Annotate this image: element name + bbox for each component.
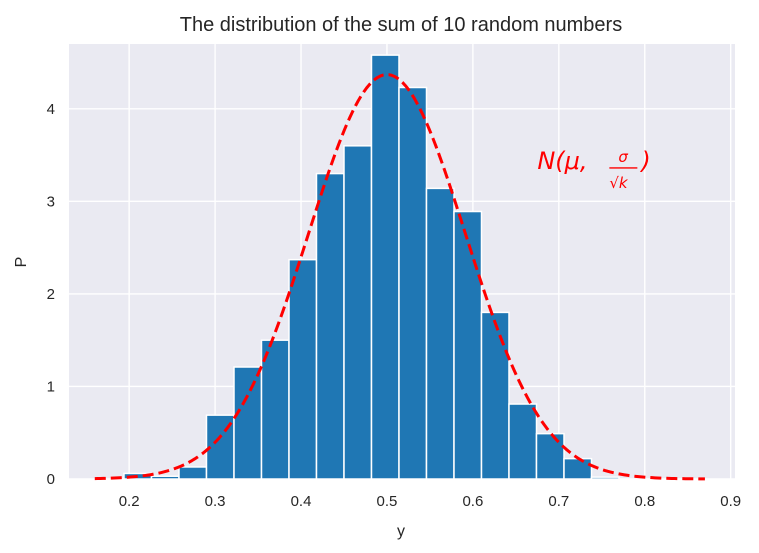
x-tick-labels: 0.2 0.3 0.4 0.5 0.6 0.7 0.8 0.9 (119, 493, 741, 510)
histogram-bar (150, 475, 180, 480)
distribution-annotation: N(μ, σ √k) (537, 147, 650, 192)
histogram-bar (398, 86, 428, 480)
histogram-bar (288, 258, 318, 480)
x-tick-label: 0.5 (377, 493, 398, 510)
x-tick-label: 0.7 (548, 493, 569, 510)
y-tick-label: 0 (47, 471, 55, 488)
x-axis-label: y (397, 523, 405, 540)
x-tick-label: 0.3 (205, 493, 226, 510)
normal-distribution-label: N(μ, σ √k) (537, 147, 650, 192)
bar-layer (123, 54, 620, 480)
histogram-bar (343, 145, 373, 480)
y-tick-label: 2 (47, 286, 55, 303)
histogram-bar (563, 457, 593, 480)
histogram-bar (260, 339, 290, 480)
chart-title: The distribution of the sum of 10 random… (180, 14, 622, 36)
histogram-bar (535, 432, 565, 480)
histogram-bar (233, 366, 263, 480)
x-tick-label: 0.2 (119, 493, 140, 510)
histogram-bar (508, 403, 538, 480)
histogram-bar (480, 311, 510, 480)
y-tick-label: 4 (47, 101, 55, 118)
histogram-bar (590, 476, 620, 480)
histogram-bar (453, 210, 483, 480)
histogram-bar (425, 187, 455, 480)
y-tick-label: 1 (47, 378, 55, 395)
y-tick-label: 3 (47, 193, 55, 210)
normal-pdf-curve (94, 73, 705, 481)
x-tick-label: 0.4 (291, 493, 312, 510)
x-tick-label: 0.8 (634, 493, 655, 510)
y-axis-label: P (13, 257, 30, 268)
curve-layer (94, 73, 705, 481)
histogram-bar (315, 172, 345, 480)
x-tick-label: 0.9 (720, 493, 741, 510)
x-tick-label: 0.6 (462, 493, 483, 510)
histogram-bar (178, 466, 208, 480)
y-tick-labels: 0 1 2 3 4 (47, 101, 55, 488)
histogram-bar (370, 54, 400, 480)
